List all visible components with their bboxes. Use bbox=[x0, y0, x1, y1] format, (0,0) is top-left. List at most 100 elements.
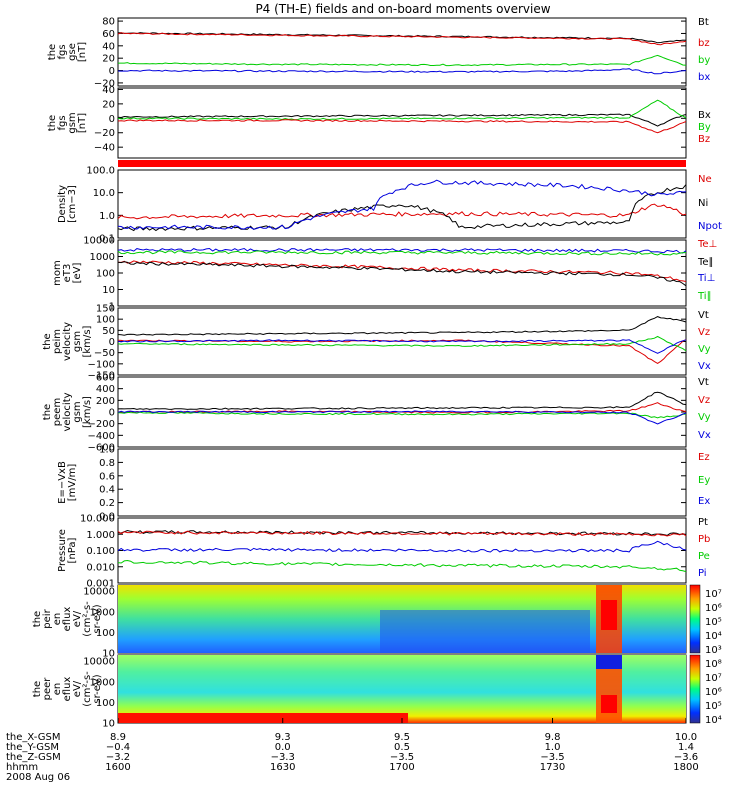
y-tick-label: 10000 bbox=[83, 657, 115, 668]
legend-entry-Ne: Ne bbox=[698, 174, 712, 185]
separator-band bbox=[118, 160, 686, 167]
y-tick-label: −40 bbox=[94, 143, 115, 154]
x-row-label: the_Z-GSM bbox=[6, 752, 61, 763]
y-tick-label: 1 bbox=[109, 302, 115, 313]
y-tick-label: −50 bbox=[94, 348, 115, 359]
series-line-Bz bbox=[117, 119, 687, 134]
legend-entry-Vz: Vz bbox=[698, 327, 710, 338]
y-axis-label: eV/ bbox=[72, 610, 83, 627]
legend-entry-Vt: Vt bbox=[698, 377, 709, 388]
panel-frame bbox=[117, 17, 687, 87]
x-row-label: hhmm bbox=[6, 762, 38, 773]
legend-entry-Ex: Ex bbox=[698, 496, 710, 507]
y-axis-label: eflux bbox=[62, 607, 73, 632]
series-line-Ni bbox=[117, 184, 687, 232]
y-tick-label: 0 bbox=[109, 337, 115, 348]
legend-entry-By: By bbox=[698, 122, 711, 133]
y-tick-label: 10000 bbox=[83, 236, 115, 247]
x-tick-label: 1600 bbox=[105, 762, 130, 773]
x-tick-label: 9.5 bbox=[394, 732, 410, 743]
y-tick-label: −20 bbox=[94, 78, 115, 89]
y-tick-label: 0.1 bbox=[99, 234, 115, 245]
electron-spectrogram bbox=[118, 655, 686, 723]
colorbar-label: 10⁵ bbox=[705, 617, 722, 628]
legend-entry-Te⊥: Te⊥ bbox=[697, 239, 717, 250]
y-axis-label: sr-eV) bbox=[92, 604, 103, 633]
colorbar-label: 10³ bbox=[705, 645, 722, 656]
colorbar-label: 10⁶ bbox=[705, 603, 722, 614]
series-line-By bbox=[117, 99, 687, 121]
legend-entry-Ti∥: Ti∥ bbox=[697, 291, 712, 302]
y-tick-label: 10000 bbox=[83, 587, 115, 598]
y-axis-label: velocity bbox=[62, 392, 73, 431]
y-tick-label: 1000 bbox=[90, 677, 115, 688]
y-tick-label: 10 bbox=[102, 649, 115, 660]
x-tick-label: 1.4 bbox=[678, 742, 694, 753]
y-axis-label: peer bbox=[42, 677, 53, 701]
y-tick-label: 150 bbox=[96, 304, 115, 315]
y-tick-label: 0.001 bbox=[86, 579, 115, 590]
y-axis-label: eV/ bbox=[72, 680, 83, 697]
series-line-Vt bbox=[117, 391, 687, 410]
y-tick-label: 10 bbox=[102, 285, 115, 296]
series-line-Te∥ bbox=[117, 261, 687, 287]
colorbar-label: 10⁴ bbox=[705, 631, 722, 642]
y-tick-label: 0.2 bbox=[99, 498, 115, 509]
y-tick-label: 20 bbox=[102, 54, 115, 65]
y-tick-label: 1000 bbox=[90, 607, 115, 618]
y-tick-label: 100 bbox=[96, 269, 115, 280]
y-axis-label: fgs bbox=[57, 115, 68, 130]
y-axis-label: [nPa] bbox=[67, 537, 78, 563]
y-axis-label: the bbox=[32, 611, 43, 627]
y-tick-label: 40 bbox=[102, 41, 115, 52]
chart-title: P4 (TH-E) fields and on-board moments ov… bbox=[255, 2, 550, 16]
series-line-Vt bbox=[117, 316, 687, 336]
series-line-Ti∥ bbox=[117, 250, 686, 256]
legend-entry-Pb: Pb bbox=[698, 534, 710, 545]
colorbar-label: 10⁵ bbox=[705, 701, 722, 712]
y-axis-label: the bbox=[47, 115, 58, 131]
y-tick-label: 0.100 bbox=[86, 546, 115, 557]
y-tick-label: 400 bbox=[96, 384, 115, 395]
y-axis-label: Density bbox=[57, 185, 68, 223]
series-line-bx bbox=[117, 68, 687, 75]
y-axis-label: sr-eV) bbox=[92, 674, 103, 703]
y-tick-label: 10 bbox=[102, 719, 115, 730]
x-tick-label: 9.8 bbox=[545, 732, 561, 743]
y-tick-label: 1.000 bbox=[86, 530, 115, 541]
legend-entry-bx: bx bbox=[698, 72, 710, 83]
x-row-label: the_Y-GSM bbox=[6, 742, 59, 753]
series-line-by bbox=[118, 54, 687, 67]
series-line-Vy bbox=[117, 411, 687, 419]
series-line-Npot bbox=[117, 179, 687, 230]
series-line-Bx bbox=[117, 113, 687, 127]
y-tick-label: 1000 bbox=[90, 252, 115, 263]
colorbar-label: 10⁶ bbox=[705, 687, 722, 698]
x-tick-label: 1730 bbox=[540, 762, 565, 773]
y-tick-label: 0.0 bbox=[99, 512, 115, 523]
y-tick-label: 100 bbox=[96, 698, 115, 709]
y-axis-label: mom bbox=[52, 260, 63, 286]
legend-entry-Bx: Bx bbox=[698, 110, 711, 121]
legend-entry-Pi: Pi bbox=[698, 568, 707, 579]
y-tick-label: 1.0 bbox=[99, 445, 115, 456]
x-tick-label: −3.6 bbox=[674, 752, 698, 763]
y-axis-label: [km/s] bbox=[82, 396, 93, 428]
colorbar-label: 10⁸ bbox=[705, 659, 722, 670]
legend-entry-Bz: Bz bbox=[698, 134, 710, 145]
y-tick-label: 200 bbox=[96, 396, 115, 407]
x-tick-label: 0.5 bbox=[394, 742, 410, 753]
panel-frame bbox=[117, 448, 687, 517]
y-tick-label: 600 bbox=[96, 373, 115, 384]
legend-entry-Npot: Npot bbox=[698, 221, 722, 232]
y-tick-label: −200 bbox=[88, 419, 115, 430]
colorbar-label: 10⁴ bbox=[705, 715, 722, 726]
series-line-Vy bbox=[117, 335, 687, 352]
y-tick-label: 0.4 bbox=[99, 485, 115, 496]
y-axis-label: velocity bbox=[62, 322, 73, 361]
y-axis-label: gsm bbox=[67, 112, 78, 133]
